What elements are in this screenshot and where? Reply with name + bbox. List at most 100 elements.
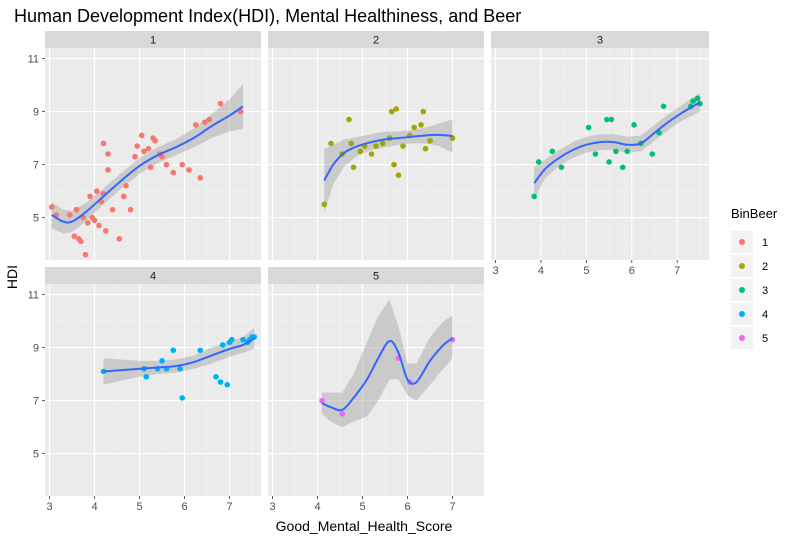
data-point xyxy=(328,140,334,147)
y-tick-label: 5 xyxy=(33,213,39,225)
x-tick-label: 5 xyxy=(136,501,142,513)
data-point xyxy=(186,167,192,173)
x-tick-label: 5 xyxy=(583,265,589,277)
legend-label: 2 xyxy=(762,261,768,273)
y-tick-label: 7 xyxy=(33,396,39,408)
data-point xyxy=(213,373,219,380)
data-point xyxy=(159,358,165,364)
data-point xyxy=(649,151,656,157)
confidence-band xyxy=(103,327,255,385)
legend-marker xyxy=(739,311,745,317)
facet-strip xyxy=(45,267,261,284)
data-point xyxy=(91,217,98,224)
data-point xyxy=(120,193,127,200)
data-point xyxy=(179,395,186,401)
data-point xyxy=(134,143,141,149)
facet-strip-label: 5 xyxy=(373,271,379,283)
data-point xyxy=(228,336,235,343)
data-point xyxy=(145,145,152,152)
data-point xyxy=(197,347,204,354)
data-point xyxy=(170,169,177,176)
facet-panel-4: 4 5 7 9 11 3 4 5 6 7 xyxy=(28,267,261,513)
facet-strip xyxy=(491,31,709,48)
plot-panel xyxy=(45,284,261,496)
data-point xyxy=(606,159,612,165)
legend-label: 5 xyxy=(762,333,768,345)
x-tick-label: 4 xyxy=(314,501,320,513)
legend-marker xyxy=(739,263,745,269)
data-point xyxy=(604,116,610,123)
data-point xyxy=(660,103,667,110)
data-point xyxy=(159,153,165,160)
legend-item-1: 1 xyxy=(731,231,768,253)
data-point xyxy=(127,206,134,213)
data-point xyxy=(206,116,213,123)
data-point xyxy=(93,188,100,194)
x-tick-label: 7 xyxy=(674,265,680,277)
x-tick-label: 3 xyxy=(492,265,498,277)
trend-line xyxy=(51,105,244,224)
data-point xyxy=(631,122,637,128)
data-point xyxy=(105,151,111,157)
x-tick-label: 6 xyxy=(404,501,410,513)
facet-strip-label: 1 xyxy=(150,35,156,47)
trend-line xyxy=(533,101,701,184)
data-point xyxy=(613,148,619,155)
legend-item-4: 4 xyxy=(731,303,768,325)
legend-marker xyxy=(739,287,745,293)
data-point xyxy=(132,153,138,160)
data-point xyxy=(592,151,599,157)
data-point xyxy=(339,411,346,417)
data-point xyxy=(531,193,537,200)
x-tick-label: 6 xyxy=(181,501,187,513)
confidence-band xyxy=(534,93,700,200)
plot-panel xyxy=(268,48,484,260)
data-point xyxy=(105,167,111,173)
x-tick-label: 7 xyxy=(449,501,455,513)
data-point xyxy=(152,137,159,144)
trend-line xyxy=(103,337,255,373)
data-point xyxy=(116,236,123,242)
data-point xyxy=(350,164,357,171)
data-point xyxy=(694,95,701,102)
data-point xyxy=(217,379,224,385)
data-point xyxy=(321,201,328,208)
x-tick-label: 7 xyxy=(226,501,232,513)
data-point xyxy=(624,148,631,155)
x-tick-label: 4 xyxy=(91,501,97,513)
data-point xyxy=(422,145,429,152)
trend-line xyxy=(321,337,454,412)
data-point xyxy=(224,381,231,388)
data-point xyxy=(585,124,592,131)
y-tick-label: 5 xyxy=(33,449,39,461)
legend-title: BinBeer xyxy=(731,206,778,221)
data-point xyxy=(388,108,395,115)
data-point xyxy=(373,143,379,149)
data-point xyxy=(102,228,109,234)
legend: BinBeer 1 2 3 4 5 xyxy=(731,206,778,349)
x-tick-label: 4 xyxy=(538,265,544,277)
data-point xyxy=(84,220,91,226)
legend-marker xyxy=(739,239,745,245)
data-point xyxy=(78,238,84,245)
legend-label: 4 xyxy=(762,309,768,321)
data-point xyxy=(319,397,325,404)
legend-item-3: 3 xyxy=(731,279,768,301)
data-point xyxy=(690,98,696,104)
data-point xyxy=(123,183,129,189)
data-point xyxy=(535,159,542,165)
data-point xyxy=(192,122,199,128)
legend-label: 3 xyxy=(762,285,768,297)
data-point xyxy=(346,116,352,123)
x-tick-label: 3 xyxy=(269,501,275,513)
legend-item-5: 5 xyxy=(731,327,768,349)
x-tick-label: 5 xyxy=(359,501,365,513)
y-tick-label: 11 xyxy=(28,290,39,302)
facet-panels: 1 5 7 9 11 2 3 3 4 5 6 7 4 5 7 9 11 3 4 5 6 7 5 3 4 5 6 7 xyxy=(28,31,709,513)
legend-marker xyxy=(739,335,745,341)
data-point xyxy=(100,140,107,147)
x-tick-label: 3 xyxy=(46,501,52,513)
legend-label: 1 xyxy=(762,237,768,249)
data-point xyxy=(549,148,556,155)
